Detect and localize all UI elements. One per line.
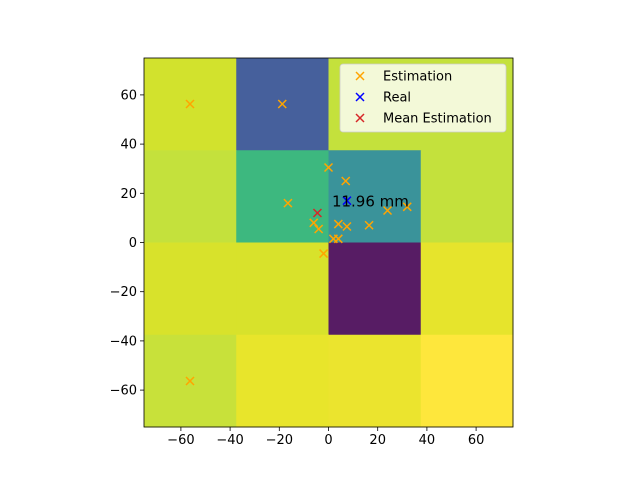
heatmap-cell <box>420 334 514 428</box>
estimation-marker <box>364 220 374 230</box>
heatmap-cell <box>328 334 422 428</box>
mean-estimation-marker <box>312 208 322 218</box>
estimation-marker <box>402 202 412 212</box>
estimation-marker <box>277 99 287 109</box>
legend: Estimation Real Mean Estimation <box>339 63 507 133</box>
legend-marker <box>355 113 365 123</box>
estimation-marker <box>342 221 352 232</box>
y-tick-label: −20 <box>110 285 137 300</box>
heatmap-cell <box>420 150 514 243</box>
legend-marker <box>355 92 365 102</box>
x-tick-label: −20 <box>266 433 293 448</box>
legend-marker <box>355 71 365 81</box>
real-marker <box>342 196 352 206</box>
y-tick-label: 20 <box>120 187 137 202</box>
x-tick-label: 20 <box>369 433 386 448</box>
heatmap-cell <box>236 242 329 336</box>
y-tick-label: 0 <box>129 236 137 251</box>
estimation-marker <box>309 218 319 228</box>
estimation-marker <box>319 249 329 259</box>
y-tick-label: 40 <box>120 138 137 153</box>
x-tick-label: −60 <box>167 433 194 448</box>
distance-annotation: 11.96 mm <box>332 193 409 211</box>
legend-box <box>339 63 507 133</box>
heatmap-cell <box>236 334 329 428</box>
estimation-marker <box>333 219 343 229</box>
x-tick-label: −40 <box>216 433 243 448</box>
estimation-marker <box>185 99 195 109</box>
estimation-marker <box>314 224 324 234</box>
y-axis-ticks: −60 −40 −20 0 20 40 60 <box>110 88 144 399</box>
y-tick-label: −60 <box>110 384 137 399</box>
legend-label: Mean Estimation <box>383 112 492 127</box>
heatmap-cell <box>328 150 422 243</box>
y-tick-label: 60 <box>120 88 137 103</box>
estimation-marker <box>323 162 334 173</box>
x-tick-label: 60 <box>468 433 485 448</box>
heatmap-cell <box>328 242 422 336</box>
estimation-marker <box>185 376 195 386</box>
data-markers <box>185 99 412 386</box>
estimation-marker <box>283 198 293 208</box>
heatmap-cell <box>420 242 514 336</box>
x-tick-label: 40 <box>419 433 436 448</box>
estimation-marker <box>341 176 351 186</box>
heatmap-cell <box>144 150 237 243</box>
x-axis-ticks: −60 −40 −20 0 20 40 60 <box>167 427 484 448</box>
estimation-marker <box>383 205 393 216</box>
estimation-marker <box>333 234 343 244</box>
heatmap-cell <box>144 242 237 336</box>
x-tick-label: 0 <box>324 433 332 448</box>
legend-label: Estimation <box>383 70 452 85</box>
legend-label: Real <box>383 91 411 106</box>
heatmap-cell <box>236 150 329 243</box>
y-tick-label: −40 <box>110 334 137 349</box>
